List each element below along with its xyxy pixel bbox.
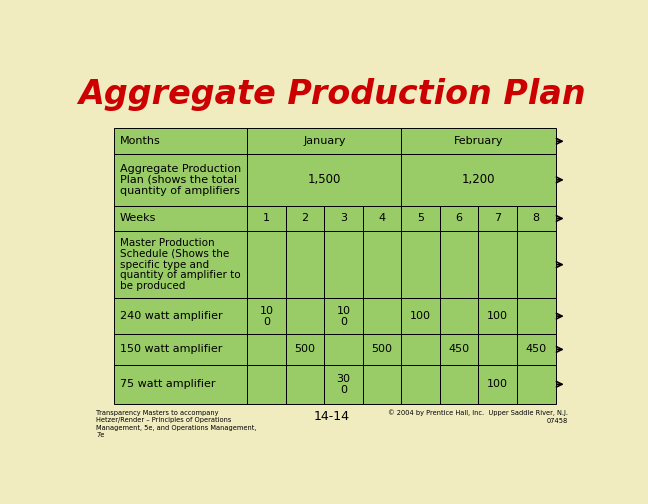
Bar [440,231,478,298]
Bar [325,334,363,364]
Text: Master Production
Schedule (Shows the
specific type and
quantity of amplifier to: Master Production Schedule (Shows the sp… [120,238,240,291]
Bar [113,364,248,404]
Bar [325,364,363,404]
Bar [401,334,440,364]
Text: 1,200: 1,200 [462,173,495,186]
Bar [113,129,248,154]
Text: Months: Months [120,136,161,146]
Text: 450: 450 [448,344,470,354]
Text: Transparency Masters to accompany
Hetzer/Render – Principles of Operations
Manag: Transparency Masters to accompany Hetzer… [96,410,257,438]
Bar [517,231,555,298]
Text: 8: 8 [533,214,540,223]
Text: 3: 3 [340,214,347,223]
Bar [517,364,555,404]
Text: 10
0: 10 0 [336,306,351,327]
Text: 5: 5 [417,214,424,223]
Text: 10
0: 10 0 [259,306,273,327]
Text: Aggregate Production
Plan (shows the total
quantity of amplifiers: Aggregate Production Plan (shows the tot… [120,164,241,196]
Text: 7: 7 [494,214,502,223]
Bar [517,334,555,364]
Bar [248,231,286,298]
Text: Weeks: Weeks [120,214,156,223]
Bar [363,231,401,298]
Bar [286,364,325,404]
Text: 500: 500 [295,344,316,354]
Bar [113,206,248,231]
Bar [286,231,325,298]
Bar [325,298,363,334]
Text: 75 watt amplifier: 75 watt amplifier [120,379,215,389]
Text: 4: 4 [378,214,386,223]
Bar [363,206,401,231]
Bar [113,334,248,364]
Text: 100: 100 [410,311,431,321]
Bar [325,206,363,231]
Bar [363,334,401,364]
Text: 2: 2 [301,214,308,223]
Bar [401,154,555,206]
Bar [401,206,440,231]
Bar [248,364,286,404]
Bar [440,206,478,231]
Text: 450: 450 [526,344,547,354]
Bar [286,334,325,364]
Bar [478,334,517,364]
Bar [286,206,325,231]
Bar [248,334,286,364]
Bar [401,364,440,404]
Bar [517,206,555,231]
Text: January: January [303,136,345,146]
Bar [113,298,248,334]
Bar [363,298,401,334]
Text: 1,500: 1,500 [308,173,341,186]
Bar [248,206,286,231]
Bar [478,231,517,298]
Bar [113,154,248,206]
Bar [248,298,286,334]
Bar [478,298,517,334]
Text: 6: 6 [456,214,463,223]
Bar [440,334,478,364]
Bar [248,154,401,206]
Text: 100: 100 [487,379,508,389]
Bar [440,298,478,334]
Bar [286,298,325,334]
Text: 500: 500 [372,344,393,354]
Bar [401,231,440,298]
Text: February: February [454,136,503,146]
Text: 1: 1 [263,214,270,223]
Bar [113,231,248,298]
Text: 240 watt amplifier: 240 watt amplifier [120,311,222,321]
Text: 100: 100 [487,311,508,321]
Bar [248,129,401,154]
Text: 150 watt amplifier: 150 watt amplifier [120,344,222,354]
Text: © 2004 by Prentice Hall, Inc.  Upper Saddle River, N.J.
07458: © 2004 by Prentice Hall, Inc. Upper Sadd… [388,410,568,424]
Bar [478,364,517,404]
Bar [440,364,478,404]
Bar [517,298,555,334]
Bar [478,206,517,231]
Bar [401,298,440,334]
Text: 14-14: 14-14 [314,410,350,423]
Bar [363,364,401,404]
Bar [325,231,363,298]
Bar [401,129,555,154]
Text: 30
0: 30 0 [336,374,351,395]
Text: Aggregate Production Plan: Aggregate Production Plan [78,78,586,111]
